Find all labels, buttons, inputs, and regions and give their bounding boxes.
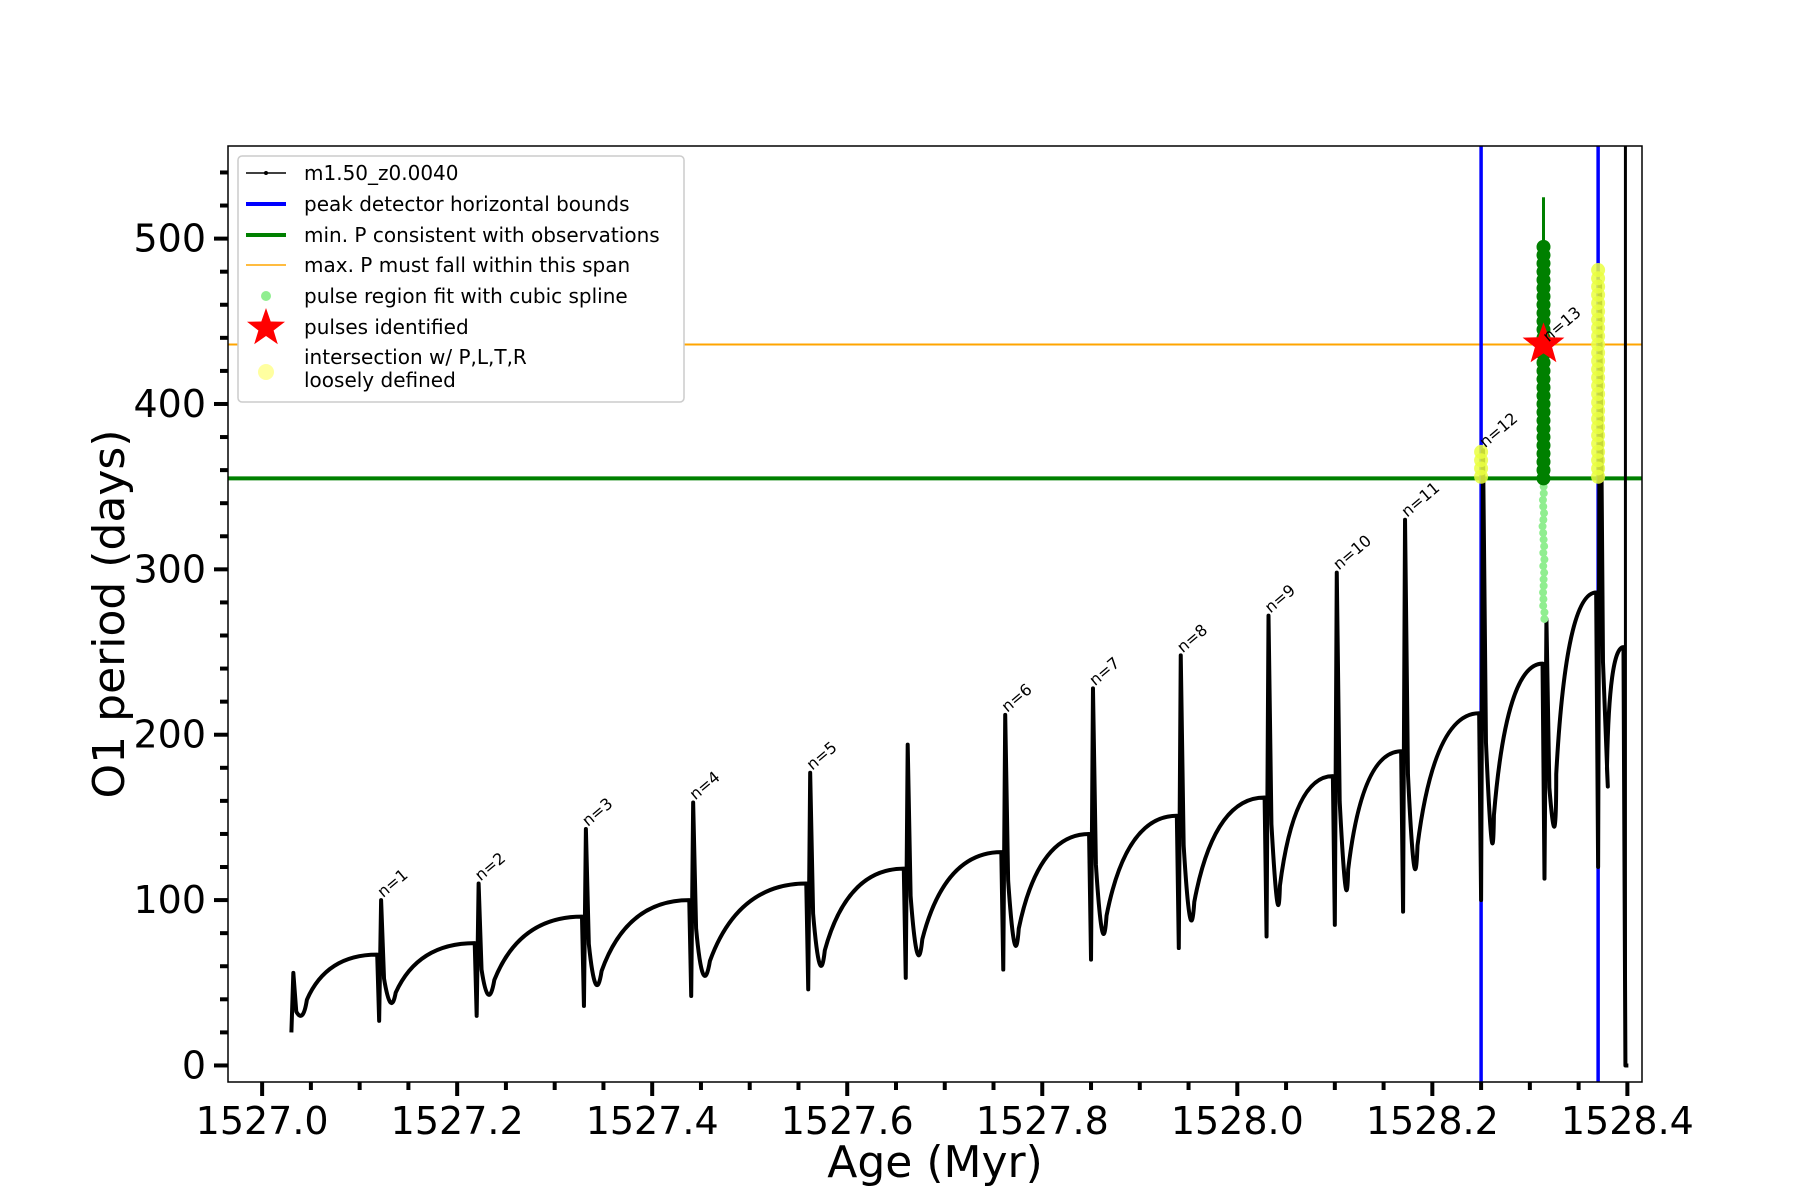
- legend-label: max. P must fall within this span: [304, 253, 630, 277]
- y-axis: 0 100 200 300 400 500: [133, 172, 228, 1087]
- legend-label: m1.50_z0.0040: [304, 161, 459, 185]
- x-tick-label: 1528.0: [1171, 1099, 1304, 1143]
- legend-label-line2: loosely defined: [304, 368, 456, 392]
- spline-point: [1540, 608, 1548, 616]
- legend-label: pulses identified: [304, 315, 469, 339]
- legend-dot-icon: [258, 364, 274, 380]
- x-tick-label: 1527.2: [391, 1099, 524, 1143]
- legend-dot-icon: [261, 291, 271, 301]
- x-tick-label: 1528.4: [1561, 1099, 1694, 1143]
- x-axis-title: Age (Myr): [827, 1137, 1043, 1188]
- y-tick-label: 300: [133, 547, 206, 591]
- x-tick-label: 1527.4: [586, 1099, 719, 1143]
- y-tick-label: 100: [133, 878, 206, 922]
- y-tick-label: 500: [133, 217, 206, 261]
- legend-label: pulse region fit with cubic spline: [304, 284, 628, 308]
- legend-label: min. P consistent with observations: [304, 223, 660, 247]
- legend-marker-icon: [264, 171, 268, 175]
- x-axis: 1527.0 1527.2 1527.4 1527.6 1527.8 1528.0 1528…: [196, 1082, 1694, 1143]
- legend-label: peak detector horizontal bounds: [304, 192, 630, 216]
- x-tick-label: 1527.0: [196, 1099, 329, 1143]
- x-tick-label: 1528.2: [1366, 1099, 1499, 1143]
- intersection-point: [1591, 263, 1605, 277]
- y-axis-title: O1 period (days): [84, 430, 135, 799]
- y-tick-label: 400: [133, 382, 206, 426]
- legend: m1.50_z0.0040peak detector horizontal bo…: [238, 156, 684, 402]
- y-tick-label: 200: [133, 713, 206, 757]
- legend-label: intersection w/ P,L,T,R: [304, 345, 527, 369]
- y-tick-label: 0: [182, 1043, 206, 1087]
